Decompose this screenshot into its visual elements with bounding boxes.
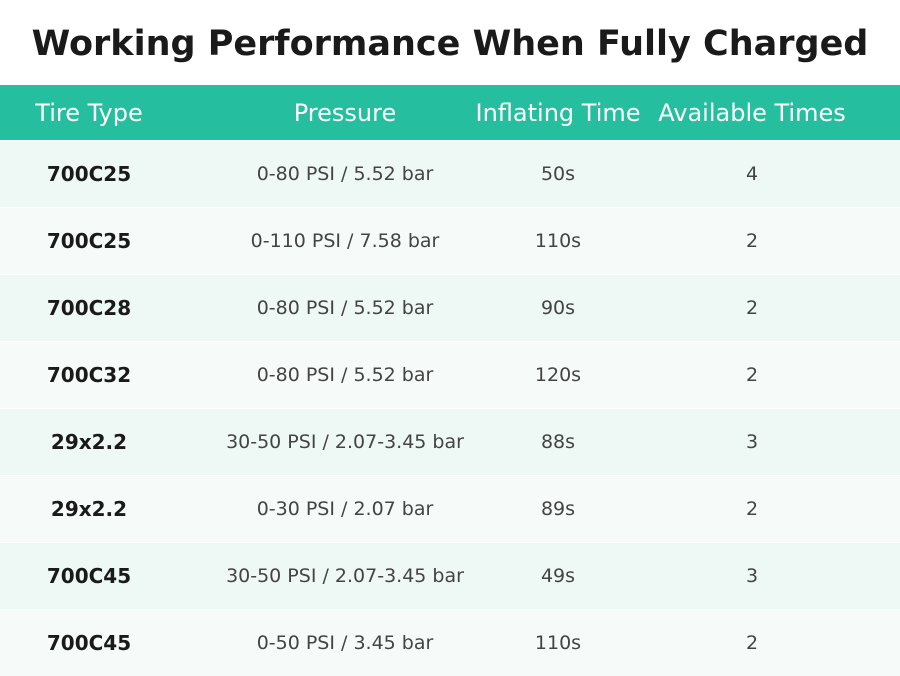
tire-type: 700C45 (46, 631, 132, 655)
tire-type: 700C25 (46, 229, 132, 253)
header-cell: Tire Type (35, 98, 143, 127)
table-cell: 4 (745, 163, 759, 185)
table-cell: 0-80 PSI / 5.52 bar (256, 297, 434, 319)
tire-type: 29x2.2 (50, 497, 128, 521)
table-cell: 2 (745, 364, 759, 386)
table-cell: 3 (745, 565, 759, 587)
table-row: 29x2.2 0-30 PSI / 2.07 bar 89s 2 (0, 475, 900, 542)
table-row: 700C45 30-50 PSI / 2.07-3.45 bar 49s 3 (0, 542, 900, 609)
table-cell: 3 (745, 431, 759, 453)
header-row: Tire Type Pressure Inflating Time Available… (0, 85, 900, 140)
table-cell: 49s (540, 565, 576, 587)
tire-type: 29x2.2 (50, 430, 128, 454)
table-cell: 2 (745, 230, 759, 252)
title: Working Performance When Fully Charged (31, 24, 869, 64)
header-cell: Inflating Time (475, 98, 641, 127)
table-cell: 2 (745, 498, 759, 520)
table-cell: 0-110 PSI / 7.58 bar (250, 230, 440, 252)
table-cell: 90s (540, 297, 576, 319)
table-cell: 30-50 PSI / 2.07-3.45 bar (226, 565, 464, 587)
tire-type: 700C28 (46, 296, 132, 320)
table-row: 29x2.2 30-50 PSI / 2.07-3.45 bar 88s 3 (0, 408, 900, 475)
table-row: 700C32 0-80 PSI / 5.52 bar 120s 2 (0, 341, 900, 408)
tire-type: 700C25 (46, 162, 132, 186)
table-cell: 2 (745, 297, 759, 319)
table: Tire Type Pressure Inflating Time Available… (0, 85, 900, 676)
table-cell: 0-80 PSI / 5.52 bar (256, 163, 434, 185)
table-cell: 0-80 PSI / 5.52 bar (256, 364, 434, 386)
table-cell: 120s (534, 364, 582, 386)
table-cell: 110s (534, 230, 582, 252)
table-cell: 89s (540, 498, 576, 520)
table-cell: 0-50 PSI / 3.45 bar (256, 632, 434, 654)
tire-type: 700C45 (46, 564, 132, 588)
table-cell: 110s (534, 632, 582, 654)
header-cell: Available Times (658, 98, 846, 127)
table-cell: 88s (540, 431, 576, 453)
table-row: 700C28 0-80 PSI / 5.52 bar 90s 2 (0, 274, 900, 341)
table-cell: 0-30 PSI / 2.07 bar (256, 498, 434, 520)
table-row: 700C45 0-50 PSI / 3.45 bar 110s 2 (0, 609, 900, 676)
table-cell: 2 (745, 632, 759, 654)
tire-type: 700C32 (46, 363, 132, 387)
table-cell: 30-50 PSI / 2.07-3.45 bar (226, 431, 464, 453)
table-cell: 50s (540, 163, 576, 185)
header-cell: Pressure (293, 98, 397, 127)
table-row: 700C25 0-80 PSI / 5.52 bar 50s 4 (0, 140, 900, 207)
table-row: 700C25 0-110 PSI / 7.58 bar 110s 2 (0, 207, 900, 274)
